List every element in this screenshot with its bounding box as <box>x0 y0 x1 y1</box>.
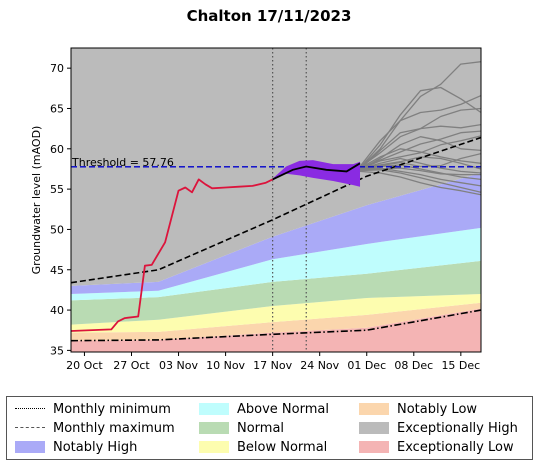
legend-label: Monthly maximum <box>53 420 175 436</box>
legend-symbol <box>359 403 389 415</box>
legend-line-sample <box>15 427 45 428</box>
ensemble-member-line <box>359 130 481 169</box>
legend-item: Monthly maximum <box>15 419 175 437</box>
y-tick-label: 55 <box>50 183 64 196</box>
legend-symbol <box>359 422 389 434</box>
x-tick-label: 10 Nov <box>206 359 245 372</box>
legend-item: Monthly minimum <box>15 400 171 418</box>
legend-label: Monthly minimum <box>53 401 171 417</box>
band-exceptionally-low <box>71 308 481 352</box>
monthly-maximum-line <box>71 136 481 284</box>
y-tick-label: 40 <box>50 304 64 317</box>
x-tick-label: 17 Nov <box>253 359 292 372</box>
legend-symbol <box>199 422 229 434</box>
band-above-normal <box>71 227 481 301</box>
ensemble-member-line <box>359 95 481 167</box>
percentile-bands <box>71 48 481 352</box>
ensemble-member-line <box>359 107 481 168</box>
legend-label: Exceptionally High <box>397 420 518 436</box>
forecast-envelope <box>272 160 361 187</box>
band-normal <box>71 260 481 325</box>
legend-item: Notably Low <box>359 400 477 418</box>
x-tick-label: 01 Dec <box>347 359 386 372</box>
chart: Chalton 17/11/2023 Threshold = 57.76 35 40… <box>30 7 482 372</box>
legend-label: Above Normal <box>237 401 329 417</box>
axes: Threshold = 57.76 35 40 45 50 55 60 65 70 20 Oct 2… <box>50 47 482 372</box>
legend-item: Normal <box>199 419 284 437</box>
ensemble-member-line <box>359 156 481 170</box>
legend: Monthly minimum Above Normal Notably Low Mo… <box>6 396 533 460</box>
x-tick-label: 15 Dec <box>441 359 480 372</box>
threshold-label: Threshold = 57.76 <box>71 156 174 169</box>
legend-symbol <box>15 403 45 415</box>
ensemble-member-line <box>359 86 481 169</box>
legend-item: Below Normal <box>199 438 327 456</box>
monthly-minimum-line <box>71 309 481 342</box>
legend-item: Exceptionally Low <box>359 438 514 456</box>
ensemble-member-line <box>359 169 481 193</box>
series-lines <box>71 48 481 352</box>
x-tick-label: 20 Oct <box>66 359 103 372</box>
legend-label: Notably Low <box>397 401 478 417</box>
legend-symbol <box>15 422 45 434</box>
y-axis-label: Groundwater level (mAOD) <box>30 126 43 275</box>
legend-symbol <box>199 403 229 415</box>
ensemble-member-line <box>359 136 481 171</box>
legend-symbol <box>199 441 229 453</box>
y-tick-label: 50 <box>50 223 64 236</box>
plot-frame <box>70 47 482 353</box>
legend-symbol <box>15 441 45 453</box>
band-notably-high <box>71 172 481 294</box>
x-tick-label: 03 Nov <box>159 359 198 372</box>
ensemble-member-line <box>359 148 481 169</box>
ensemble-member-line <box>359 61 481 169</box>
band-notably-low <box>71 302 481 341</box>
ensemble-member-line <box>359 167 481 176</box>
y-tick-label: 60 <box>50 143 64 156</box>
ensemble-member-line <box>359 157 481 174</box>
legend-label: Exceptionally Low <box>397 439 514 455</box>
ensemble-member-line <box>359 167 481 187</box>
y-tick-label: 45 <box>50 264 64 277</box>
legend-symbol <box>359 441 389 453</box>
chart-title: Chalton 17/11/2023 <box>187 7 352 25</box>
legend-item: Above Normal <box>199 400 329 418</box>
observed-level-line <box>71 178 273 332</box>
legend-item: Exceptionally High <box>359 419 518 437</box>
y-tick-label: 70 <box>50 62 64 75</box>
band-exceptionally-high <box>71 48 481 286</box>
legend-item: Notably High <box>15 438 137 456</box>
x-tick-label: 08 Dec <box>394 359 433 372</box>
legend-line-sample <box>15 408 45 409</box>
band-below-normal <box>71 293 481 333</box>
ensemble-member-line <box>359 152 481 170</box>
x-tick-label: 24 Nov <box>300 359 339 372</box>
x-tick-label: 27 Oct <box>113 359 150 372</box>
ensemble-member-line <box>359 170 481 196</box>
legend-label: Notably High <box>53 439 138 455</box>
legend-label: Below Normal <box>237 439 328 455</box>
forecast-median-line <box>272 162 361 181</box>
ensemble-member-line <box>359 135 481 170</box>
y-tick-label: 35 <box>50 344 64 357</box>
legend-label: Normal <box>237 420 285 436</box>
y-tick-label: 65 <box>50 102 64 115</box>
